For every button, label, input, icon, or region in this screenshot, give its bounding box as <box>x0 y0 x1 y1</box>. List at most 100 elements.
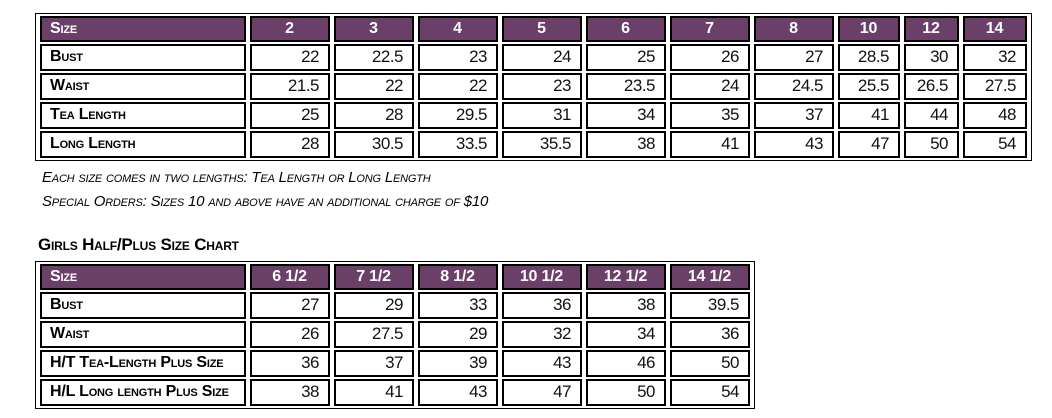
value-cell: 29 <box>418 321 498 348</box>
size-column-header: 12 <box>904 16 959 42</box>
half-plus-size-table: Size 6 1/2 7 1/2 8 1/2 10 1/2 12 1/2 14 1/2 Bus… <box>35 261 755 409</box>
value-cell: 41 <box>334 379 414 406</box>
value-cell: 31 <box>502 102 582 129</box>
size-header-cell: Size <box>40 16 246 42</box>
value-cell: 35 <box>670 102 750 129</box>
row-label: Bust <box>40 292 246 319</box>
table-row: Waist 21.5 22 22 23 23.5 24 24.5 25.5 26.5 27.5 <box>40 73 1027 100</box>
value-cell: 25 <box>250 102 330 129</box>
size-column-header: 5 <box>502 16 582 42</box>
value-cell: 44 <box>904 102 959 129</box>
value-cell: 36 <box>502 292 582 319</box>
value-cell: 26 <box>670 44 750 71</box>
table-row: Waist 26 27.5 29 32 34 36 <box>40 321 750 348</box>
size-column-header: 3 <box>334 16 414 42</box>
value-cell: 34 <box>586 321 666 348</box>
half-plus-chart-title: Girls Half/Plus Size Chart <box>38 235 239 254</box>
size-column-header: 14 <box>963 16 1027 42</box>
value-cell: 28 <box>250 131 330 158</box>
value-cell: 36 <box>670 321 750 348</box>
note-special-orders-sizes-10: Special Orders: Sizes 10 and above have … <box>42 193 489 210</box>
girls-size-table-notes: Each size comes in two lengths: Tea Leng… <box>42 166 1052 214</box>
girls-size-table: Size 2 3 4 5 6 7 8 10 12 14 Bust 22 22.5 23 24 25 26 27 28.… <box>35 13 1032 161</box>
header-row: Size 2 3 4 5 6 7 8 10 12 14 <box>40 16 1027 42</box>
row-label: Tea Length <box>40 102 246 129</box>
row-label: Long Length <box>40 131 246 158</box>
value-cell: 37 <box>754 102 834 129</box>
size-column-header: 2 <box>250 16 330 42</box>
value-cell: 23 <box>502 73 582 100</box>
table-row: Bust 22 22.5 23 24 25 26 27 28.5 30 32 <box>40 44 1027 71</box>
table-row: Long Length 28 30.5 33.5 35.5 38 41 43 47 50 54 <box>40 131 1027 158</box>
value-cell: 50 <box>670 350 750 377</box>
value-cell: 38 <box>586 292 666 319</box>
table-row: Tea Length 25 28 29.5 31 34 35 37 41 44 48 <box>40 102 1027 129</box>
value-cell: 27.5 <box>963 73 1027 100</box>
size-column-header: 10 <box>838 16 900 42</box>
size-column-header: 8 <box>754 16 834 42</box>
size-column-header: 6 <box>586 16 666 42</box>
size-column-header: 10 1/2 <box>502 264 582 290</box>
value-cell: 30 <box>904 44 959 71</box>
value-cell: 50 <box>586 379 666 406</box>
value-cell: 33 <box>418 292 498 319</box>
value-cell: 39.5 <box>670 292 750 319</box>
value-cell: 50 <box>904 131 959 158</box>
size-column-header: 4 <box>418 16 498 42</box>
value-cell: 33.5 <box>418 131 498 158</box>
size-header-cell: Size <box>40 264 246 290</box>
value-cell: 24 <box>502 44 582 71</box>
value-cell: 47 <box>838 131 900 158</box>
value-cell: 43 <box>502 350 582 377</box>
header-row: Size 6 1/2 7 1/2 8 1/2 10 1/2 12 1/2 14 1/2 <box>40 264 750 290</box>
value-cell: 30.5 <box>334 131 414 158</box>
value-cell: 32 <box>502 321 582 348</box>
value-cell: 26 <box>250 321 330 348</box>
value-cell: 22.5 <box>334 44 414 71</box>
value-cell: 22 <box>334 73 414 100</box>
value-cell: 27.5 <box>334 321 414 348</box>
value-cell: 39 <box>418 350 498 377</box>
value-cell: 36 <box>250 350 330 377</box>
value-cell: 46 <box>586 350 666 377</box>
value-cell: 43 <box>418 379 498 406</box>
value-cell: 23.5 <box>586 73 666 100</box>
value-cell: 26.5 <box>904 73 959 100</box>
value-cell: 28.5 <box>838 44 900 71</box>
value-cell: 47 <box>502 379 582 406</box>
row-label: Bust <box>40 44 246 71</box>
value-cell: 25 <box>586 44 666 71</box>
size-column-header: 6 1/2 <box>250 264 330 290</box>
size-column-header: 7 1/2 <box>334 264 414 290</box>
value-cell: 38 <box>250 379 330 406</box>
value-cell: 23 <box>418 44 498 71</box>
value-cell: 43 <box>754 131 834 158</box>
value-cell: 54 <box>670 379 750 406</box>
value-cell: 25.5 <box>838 73 900 100</box>
value-cell: 35.5 <box>502 131 582 158</box>
value-cell: 41 <box>838 102 900 129</box>
value-cell: 24.5 <box>754 73 834 100</box>
table-row: Bust 27 29 33 36 38 39.5 <box>40 292 750 319</box>
value-cell: 32 <box>963 44 1027 71</box>
value-cell: 21.5 <box>250 73 330 100</box>
row-label: Waist <box>40 321 246 348</box>
value-cell: 29.5 <box>418 102 498 129</box>
value-cell: 38 <box>586 131 666 158</box>
value-cell: 22 <box>418 73 498 100</box>
size-column-header: 12 1/2 <box>586 264 666 290</box>
row-label: H/L Long length Plus Size <box>40 379 246 406</box>
value-cell: 54 <box>963 131 1027 158</box>
value-cell: 22 <box>250 44 330 71</box>
value-cell: 24 <box>670 73 750 100</box>
table-row: H/L Long length Plus Size 38 41 43 47 50 54 <box>40 379 750 406</box>
value-cell: 28 <box>334 102 414 129</box>
row-label: H/T Tea-Length Plus Size <box>40 350 246 377</box>
value-cell: 27 <box>754 44 834 71</box>
table-row: H/T Tea-Length Plus Size 36 37 39 43 46 50 <box>40 350 750 377</box>
row-label: Waist <box>40 73 246 100</box>
size-column-header: 7 <box>670 16 750 42</box>
value-cell: 48 <box>963 102 1027 129</box>
size-column-header: 14 1/2 <box>670 264 750 290</box>
